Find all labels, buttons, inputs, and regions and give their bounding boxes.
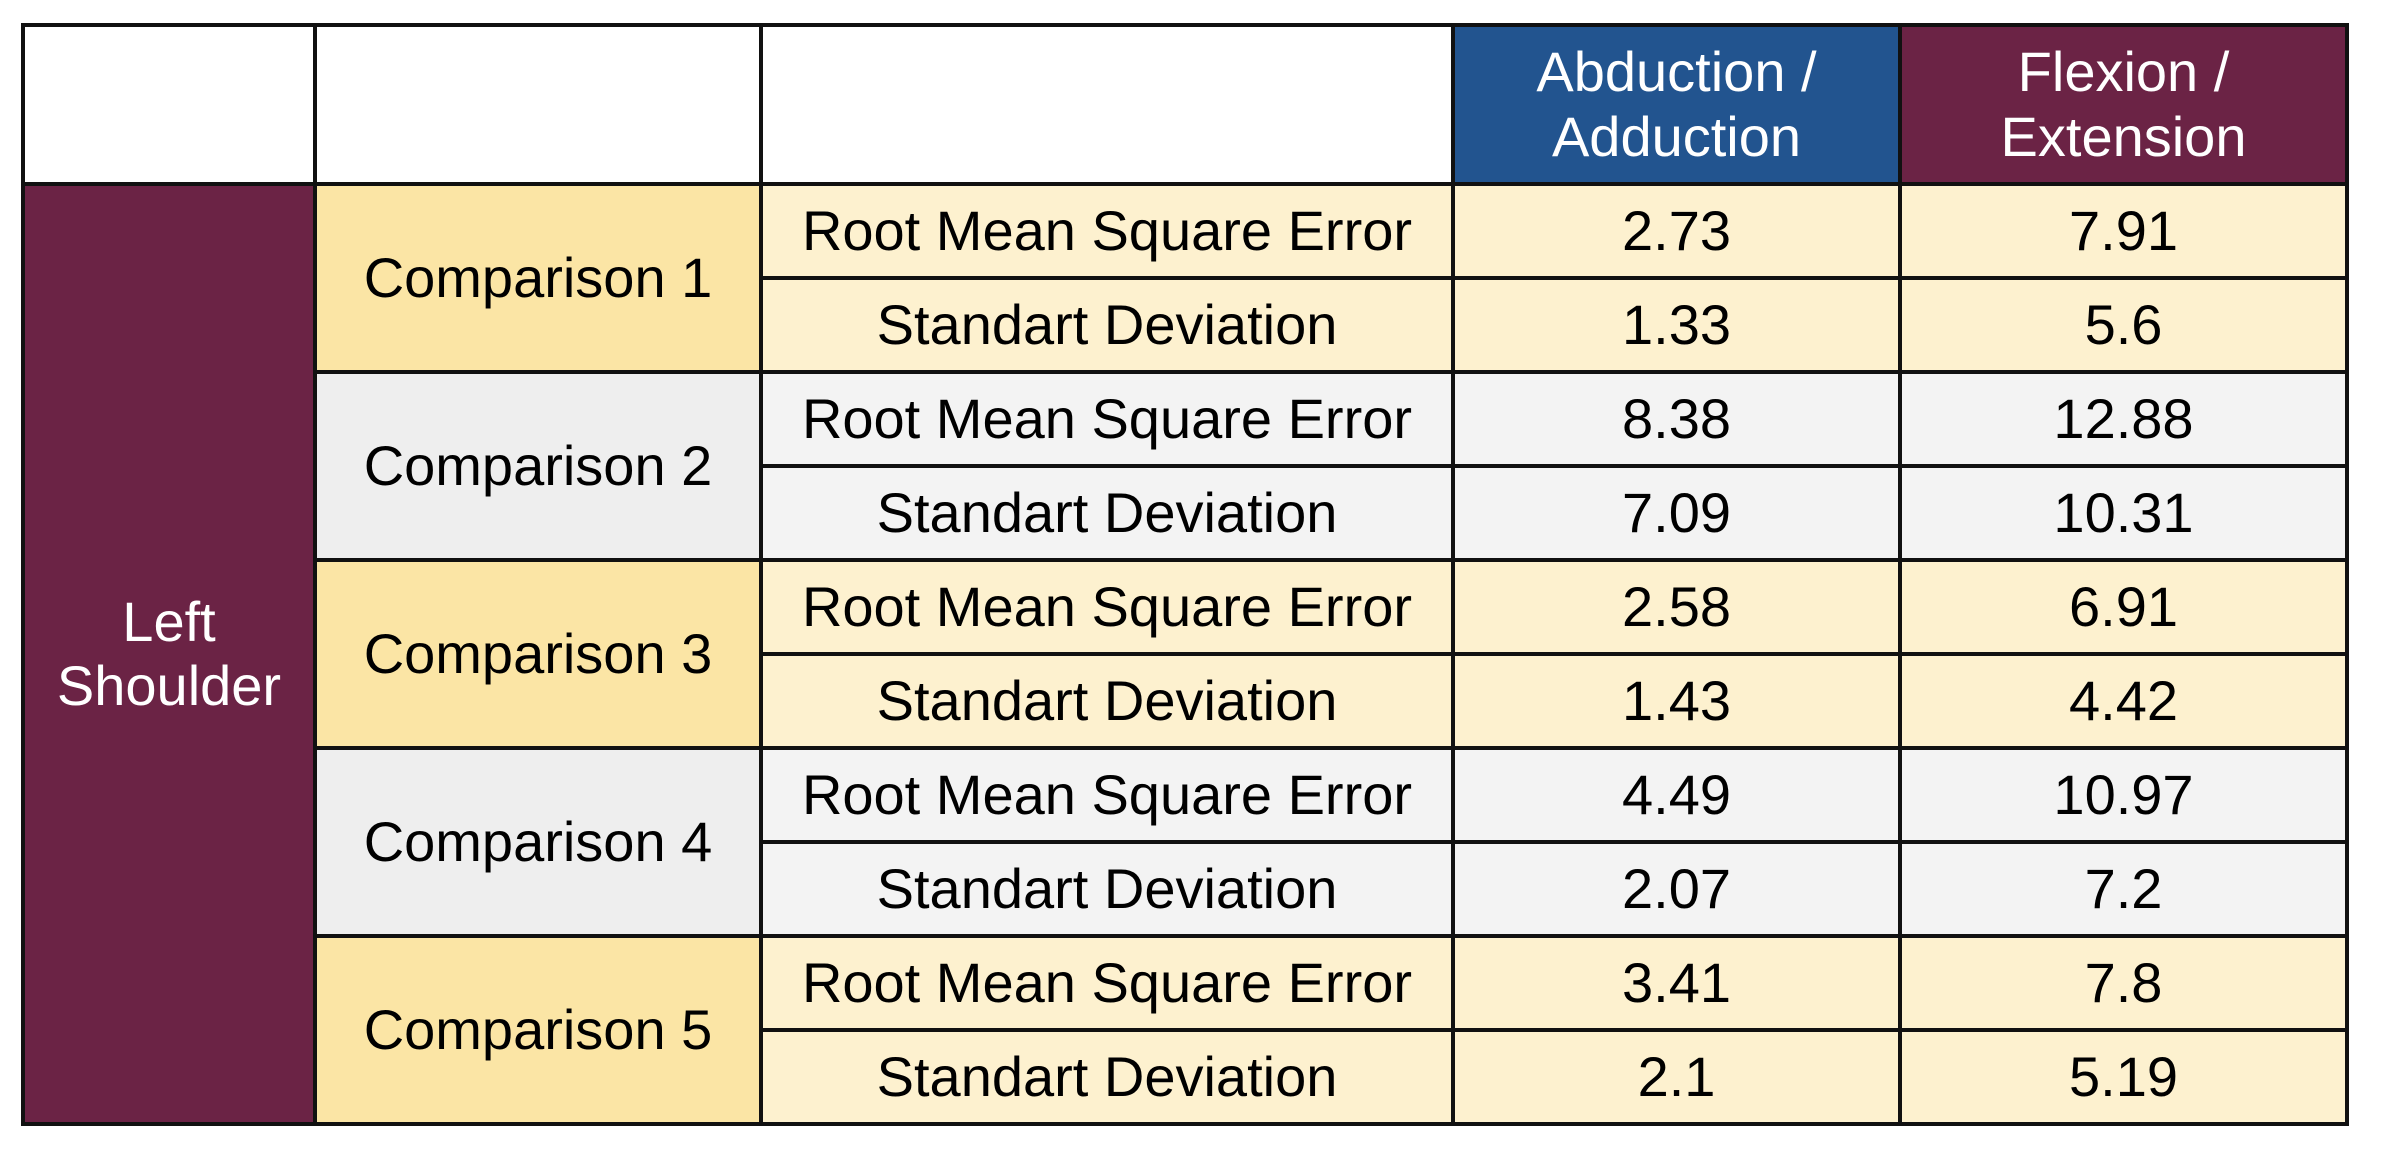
region-label-line2: Shoulder	[56, 654, 282, 717]
flexion-extension-value: 7.2	[1898, 840, 2349, 938]
header-flexion-line2: Extension	[2000, 104, 2247, 168]
flexion-extension-value: 7.8	[1898, 934, 2349, 1032]
flexion-extension-value: 6.91	[1898, 558, 2349, 656]
header-blank-comparison	[313, 23, 763, 186]
table-row: Standart Deviation 1.43 4.42	[23, 652, 2349, 750]
comparison-cell: Comparison 2	[313, 370, 763, 562]
table-row: Standart Deviation 2.07 7.2	[23, 840, 2349, 938]
region-label-line1: Left	[122, 589, 216, 653]
header-flexion-extension: Flexion / Extension	[1898, 23, 2349, 186]
results-table: Abduction / Adduction Flexion / Extensio…	[21, 23, 2349, 1126]
metric-label: Standart Deviation	[759, 840, 1455, 938]
header-blank-metric	[759, 23, 1455, 186]
header-flexion-line1: Flexion /	[2017, 40, 2230, 104]
abduction-adduction-value: 2.58	[1451, 558, 1902, 656]
comparison-cell: Comparison 1	[313, 182, 763, 374]
table-row: Comparison 4 Root Mean Square Error 4.49 10…	[23, 746, 2349, 938]
abduction-adduction-value: 1.33	[1451, 276, 1902, 374]
abduction-adduction-value: 1.43	[1451, 652, 1902, 750]
metric-label: Root Mean Square Error	[759, 934, 1455, 1032]
metric-label: Standart Deviation	[759, 464, 1455, 562]
metric-label: Root Mean Square Error	[759, 182, 1455, 280]
abduction-adduction-value: 2.1	[1451, 1028, 1902, 1126]
flexion-extension-value: 12.88	[1898, 370, 2349, 468]
flexion-extension-value: 4.42	[1898, 652, 2349, 750]
region-cell: Left Shoulder	[21, 182, 317, 1126]
comparison-label: Comparison 2	[363, 433, 713, 497]
flexion-extension-value: 5.6	[1898, 276, 2349, 374]
metric-label: Root Mean Square Error	[759, 746, 1455, 844]
flexion-extension-value: 5.19	[1898, 1028, 2349, 1126]
comparison-cell: Comparison 4	[313, 746, 763, 938]
header-abduction-line2: Adduction	[1551, 104, 1802, 168]
comparison-cell: Comparison 5	[313, 934, 763, 1126]
flexion-extension-value: 10.97	[1898, 746, 2349, 844]
header-abduction-line1: Abduction /	[1536, 40, 1817, 104]
abduction-adduction-value: 8.38	[1451, 370, 1902, 468]
table-row: Left Shoulder Comparison 1 Root Mean Square…	[21, 182, 2349, 1126]
table-row: Comparison 3 Root Mean Square Error 2.58 6.…	[23, 558, 2349, 750]
comparison-cell: Comparison 3	[313, 558, 763, 750]
abduction-adduction-value: 2.73	[1451, 182, 1902, 280]
metric-label: Root Mean Square Error	[759, 558, 1455, 656]
table-row: Comparison 2 Root Mean Square Error 8.38 12…	[23, 370, 2349, 562]
comparison-label: Comparison 5	[363, 997, 713, 1061]
header-abduction-adduction: Abduction / Adduction	[1451, 23, 1902, 186]
metric-label: Standart Deviation	[759, 652, 1455, 750]
comparison-label: Comparison 3	[363, 621, 713, 685]
table-row: Standart Deviation 1.33 5.6	[23, 276, 2349, 374]
flexion-extension-value: 7.91	[1898, 182, 2349, 280]
comparison-label: Comparison 4	[363, 809, 713, 873]
comparison-label: Comparison 1	[363, 245, 713, 309]
abduction-adduction-value: 4.49	[1451, 746, 1902, 844]
table-row: Standart Deviation 7.09 10.31	[23, 464, 2349, 562]
metric-label: Root Mean Square Error	[759, 370, 1455, 468]
abduction-adduction-value: 3.41	[1451, 934, 1902, 1032]
abduction-adduction-value: 2.07	[1451, 840, 1902, 938]
header-row: Abduction / Adduction Flexion / Extensio…	[21, 23, 2349, 186]
metric-label: Standart Deviation	[759, 1028, 1455, 1126]
table-body: Left Shoulder Comparison 1 Root Mean Square…	[21, 182, 2349, 1126]
table-row: Standart Deviation 2.1 5.19	[23, 1028, 2349, 1126]
header-blank-region	[21, 23, 317, 186]
metric-label: Standart Deviation	[759, 276, 1455, 374]
table-row: Comparison 5 Root Mean Square Error 3.41 7.…	[23, 934, 2349, 1126]
flexion-extension-value: 10.31	[1898, 464, 2349, 562]
abduction-adduction-value: 7.09	[1451, 464, 1902, 562]
